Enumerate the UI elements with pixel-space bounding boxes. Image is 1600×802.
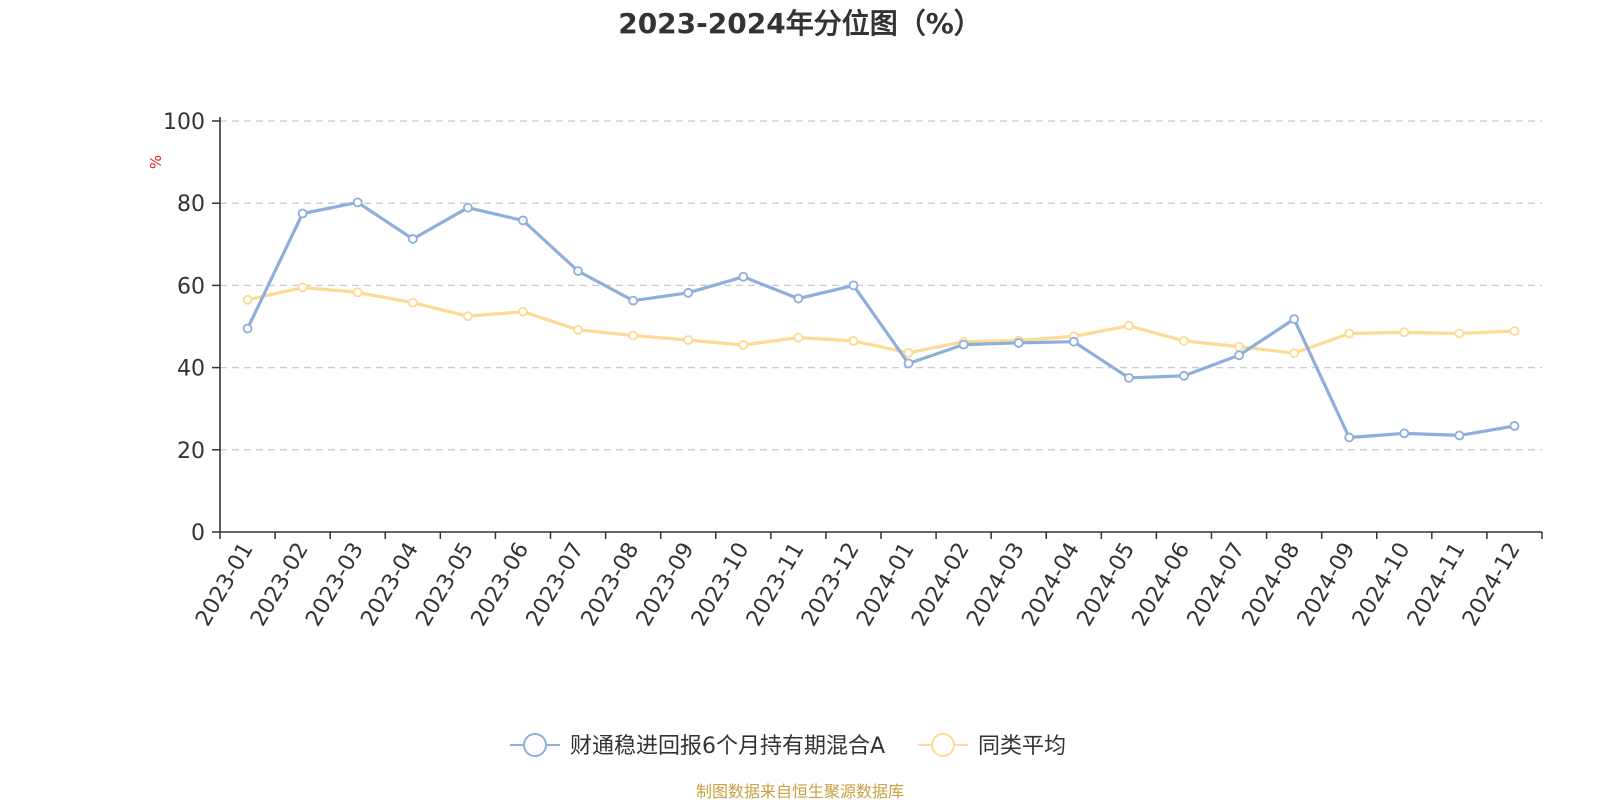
data-point — [903, 347, 914, 358]
data-point — [1454, 328, 1465, 339]
data-point — [1123, 320, 1134, 331]
data-point — [1179, 370, 1189, 381]
data-point — [1123, 372, 1134, 383]
data-point — [1289, 348, 1300, 359]
series-line — [247, 285, 1515, 355]
data-point — [1179, 335, 1189, 346]
data-point — [462, 202, 473, 213]
data-point — [1289, 314, 1300, 325]
data-point — [683, 335, 694, 345]
series-0 — [242, 197, 1520, 443]
data-point — [1509, 421, 1520, 431]
data-point — [683, 287, 694, 298]
data-point — [1234, 350, 1244, 361]
data-point — [462, 311, 473, 322]
data-point — [1344, 328, 1355, 339]
data-point — [297, 208, 308, 219]
data-point — [848, 280, 859, 291]
data-point — [1344, 432, 1355, 443]
data-point — [518, 215, 528, 226]
data-point — [793, 293, 804, 304]
data-point — [573, 266, 583, 276]
y-tick-label: 80 — [177, 192, 205, 217]
chart-title: 2023-2024年分位图（%） — [618, 7, 982, 40]
data-point — [903, 358, 914, 369]
data-point — [1013, 338, 1024, 348]
data-point — [518, 306, 528, 317]
legend-label: 财通稳进回报6个月持有期混合A — [570, 734, 885, 759]
data-point — [628, 330, 639, 341]
legend-marker — [523, 733, 547, 757]
y-tick-label: 0 — [191, 521, 205, 546]
data-point — [297, 282, 308, 293]
data-point — [848, 335, 859, 346]
data-point — [242, 294, 253, 305]
series-line — [246, 200, 1515, 440]
data-point — [1454, 430, 1465, 441]
data-point — [352, 197, 363, 208]
y-tick-label: 20 — [177, 439, 205, 464]
y-tick-label: 100 — [163, 110, 205, 135]
data-point — [573, 324, 583, 335]
data-point — [352, 287, 363, 298]
y-tick-label: 40 — [177, 357, 205, 382]
data-point — [1399, 327, 1410, 338]
data-point — [242, 323, 253, 334]
data-point — [1399, 428, 1410, 439]
data-point — [958, 339, 969, 350]
data-point — [407, 234, 418, 244]
data-point — [1509, 326, 1520, 336]
data-point — [738, 271, 749, 282]
legend-item-1: 同类平均 — [918, 733, 1066, 759]
data-point — [1068, 336, 1079, 347]
data-point — [738, 340, 749, 350]
y-tick-label: 60 — [177, 274, 205, 299]
data-point — [1234, 341, 1244, 352]
source-note: 制图数据来自恒生聚源数据库 — [695, 782, 904, 801]
series-1 — [242, 282, 1520, 359]
data-point — [407, 297, 418, 308]
legend-label: 同类平均 — [978, 734, 1066, 759]
legend-item-0: 财通稳进回报6个月持有期混合A — [510, 733, 885, 759]
legend-marker — [931, 733, 955, 757]
y-axis-label: % — [147, 155, 165, 169]
data-point — [793, 332, 804, 343]
data-point — [628, 295, 639, 306]
